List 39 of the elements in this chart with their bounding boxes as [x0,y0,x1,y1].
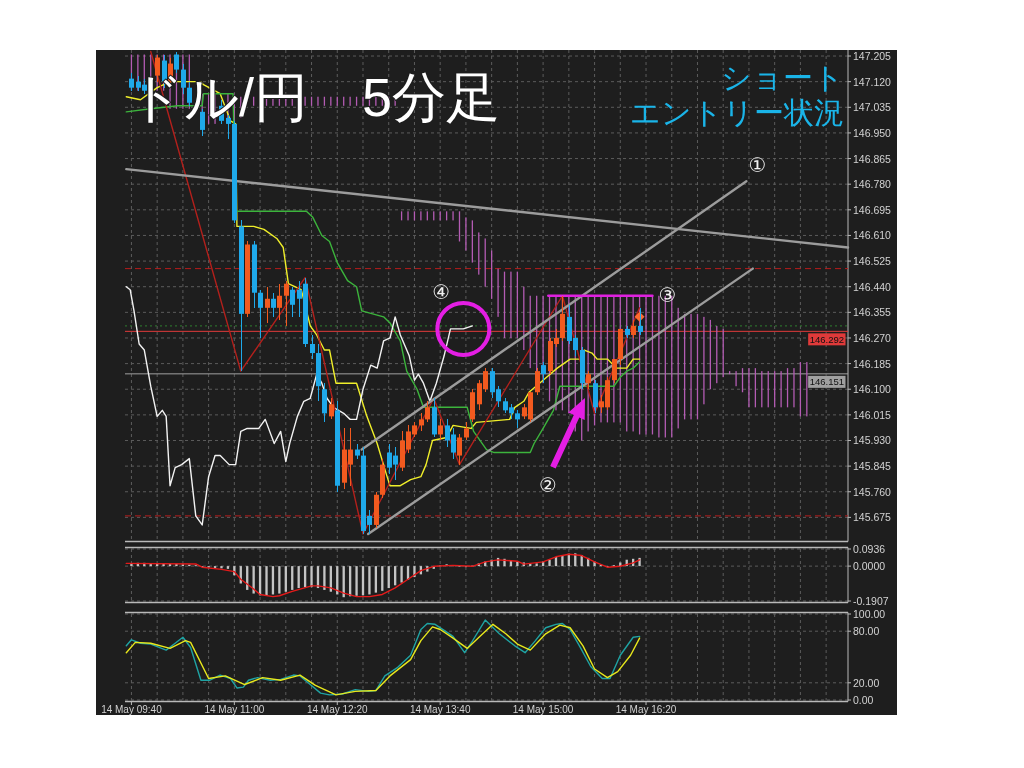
x-tick-label: 14 May 12:20 [306,704,368,715]
y-tick-label: 146.780 [853,178,892,191]
x-tick-label: 14 May 16:20 [615,704,677,715]
y-tick-label: 20.00 [853,676,880,689]
y-tick-label: 146.610 [853,229,892,242]
y-tick-label: 146.355 [853,306,892,319]
y-tick-label: 146.950 [853,126,892,139]
y-tick-label: 146.865 [853,152,892,165]
y-tick-label: 146.440 [853,280,892,293]
y-tick-label: 80.00 [853,625,880,638]
ref-line-label: 146.292 [809,333,844,345]
annotation: ② [538,473,557,498]
annotation: ① [748,153,767,178]
y-tick-label: 146.185 [853,357,892,370]
y-tick-label: 146.695 [853,203,892,216]
y-tick-label: 145.760 [853,485,892,498]
y-tick-label: 147.120 [853,75,892,88]
x-tick-label: 14 May 15:00 [512,704,574,715]
y-tick-label: 0.0000 [853,560,886,573]
x-tick-label: 14 May 11:00 [204,704,265,715]
y-tick-label: 146.015 [853,408,892,421]
y-tick-label: 145.675 [853,511,892,524]
text: ショートエントリー状況 [630,61,844,129]
y-tick-label: 146.270 [853,331,892,344]
ref-line-label: 146.151 [809,376,844,388]
y-tick-label: 145.930 [853,434,892,447]
y-tick-label: -0.1907 [853,595,889,607]
annotation: ④ [432,279,451,304]
y-tick-label: 146.525 [853,255,892,268]
y-tick-label: 147.035 [853,101,892,114]
y-tick-label: 0.0936 [853,543,886,555]
y-tick-label: 100.00 [853,608,886,620]
y-tick-label: 145.845 [853,460,892,473]
y-tick-label: 147.205 [853,50,892,63]
y-tick-label: 146.100 [853,383,892,396]
y-tick-label: 0.00 [853,694,874,706]
x-tick-label: 14 May 13:40 [409,704,471,715]
annotation: ③ [658,282,677,307]
x-tick-label: 14 May 09:40 [101,704,163,715]
